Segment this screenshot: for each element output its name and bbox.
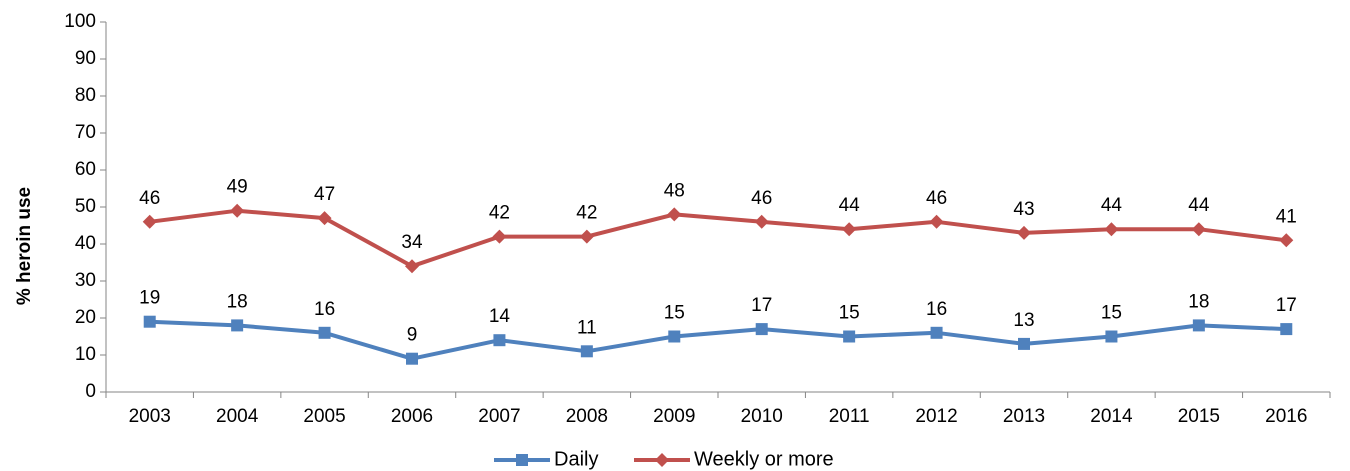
data-label: 34 (401, 232, 423, 253)
data-label: 46 (926, 188, 947, 209)
data-label: 44 (1101, 195, 1123, 216)
data-point (1017, 225, 1031, 240)
data-point (579, 229, 594, 244)
data-point (318, 326, 331, 339)
x-tick-label: 2008 (566, 406, 608, 427)
x-tick-label: 2006 (391, 406, 433, 427)
data-point (406, 352, 418, 365)
series-weekly-or-more: 46 49 47 34 42 42 48 46 44 46 43 44 44 41 (139, 177, 1297, 274)
x-tick-label: 2005 (303, 406, 345, 427)
data-label: 42 (489, 203, 510, 224)
data-point (843, 330, 856, 343)
y-tick-label: 100 (64, 11, 96, 32)
data-label: 11 (577, 317, 597, 338)
y-tick-labels: 0 10 20 30 40 50 60 70 80 90 100 (64, 11, 96, 402)
data-point (754, 214, 769, 229)
data-point (1192, 319, 1205, 332)
data-point (929, 214, 944, 229)
legend-marker (516, 454, 528, 466)
data-point (580, 345, 593, 358)
legend-entry: Weekly or more (634, 448, 834, 470)
legend: Daily Weekly or more (494, 448, 834, 470)
y-tick-label: 80 (75, 85, 96, 106)
x-tick-label: 2003 (129, 406, 171, 427)
x-tick-labels: 2003 2004 2005 2006 2007 2008 2009 2010 2011 2012… (129, 406, 1308, 427)
data-label: 47 (314, 184, 335, 205)
data-label: 49 (227, 177, 248, 198)
x-tick-label: 2012 (915, 406, 957, 427)
y-tick-label: 90 (75, 48, 96, 69)
data-point (842, 222, 857, 237)
data-label: 44 (1188, 195, 1210, 216)
y-tick-label: 10 (75, 344, 96, 365)
series-line (149, 208, 1287, 269)
data-label: 18 (227, 291, 248, 312)
data-point (1105, 330, 1118, 343)
data-point (1191, 222, 1206, 237)
x-tick-label: 2015 (1178, 406, 1220, 427)
x-tick-label: 2016 (1265, 406, 1307, 427)
data-label: 42 (576, 203, 597, 224)
data-point (492, 229, 507, 244)
y-tick-label: 40 (75, 233, 96, 254)
data-point (230, 203, 245, 218)
y-axis-label: % heroin use (14, 187, 35, 305)
data-point (1279, 233, 1294, 248)
series-daily: 19 18 16 9 14 11 15 17 15 16 13 15 18 17 (139, 288, 1297, 365)
legend-label: Weekly or more (694, 448, 834, 470)
data-label: 46 (751, 188, 772, 209)
data-label: 48 (664, 180, 685, 201)
data-point (667, 207, 682, 222)
data-label: 9 (407, 325, 418, 346)
x-tick-label: 2007 (478, 406, 520, 427)
data-point (142, 214, 157, 229)
data-label: 15 (664, 303, 685, 324)
data-point (755, 323, 768, 336)
legend-entry: Daily (494, 448, 598, 470)
data-point (1104, 222, 1119, 237)
data-label: 44 (839, 195, 861, 216)
data-label: 16 (314, 299, 335, 320)
y-tick-label: 0 (85, 381, 96, 402)
y-tick-label: 70 (75, 122, 96, 143)
x-tick-label: 2004 (216, 406, 259, 427)
data-label: 17 (751, 295, 772, 316)
x-tick-label: 2011 (829, 406, 870, 427)
legend-label: Daily (554, 448, 598, 470)
data-label: 43 (1013, 199, 1034, 220)
x-tick-label: 2014 (1090, 406, 1133, 427)
data-label: 17 (1276, 295, 1297, 316)
data-point (1280, 323, 1293, 336)
legend-marker (655, 453, 669, 467)
data-label: 14 (489, 306, 511, 327)
data-point (405, 259, 419, 274)
axes (100, 21, 1331, 398)
data-label: 46 (139, 188, 160, 209)
series-line (149, 319, 1287, 361)
data-point (1018, 337, 1030, 350)
x-tick-label: 2010 (741, 406, 783, 427)
data-label: 13 (1013, 310, 1034, 331)
data-label: 19 (139, 288, 160, 309)
data-label: 15 (839, 303, 860, 324)
y-tick-label: 20 (75, 307, 96, 328)
x-tick-label: 2009 (653, 406, 695, 427)
y-tick-label: 50 (75, 196, 96, 217)
data-point (143, 315, 156, 328)
data-point (668, 330, 681, 343)
data-point (930, 326, 943, 339)
x-tick-label: 2013 (1003, 406, 1045, 427)
data-label: 15 (1101, 303, 1122, 324)
data-point (231, 319, 244, 332)
y-tick-label: 30 (75, 270, 96, 291)
data-label: 41 (1276, 206, 1297, 227)
data-label: 16 (926, 299, 947, 320)
data-label: 18 (1188, 291, 1209, 312)
y-tick-label: 60 (75, 159, 96, 180)
data-point (493, 334, 506, 347)
data-point (317, 211, 332, 226)
